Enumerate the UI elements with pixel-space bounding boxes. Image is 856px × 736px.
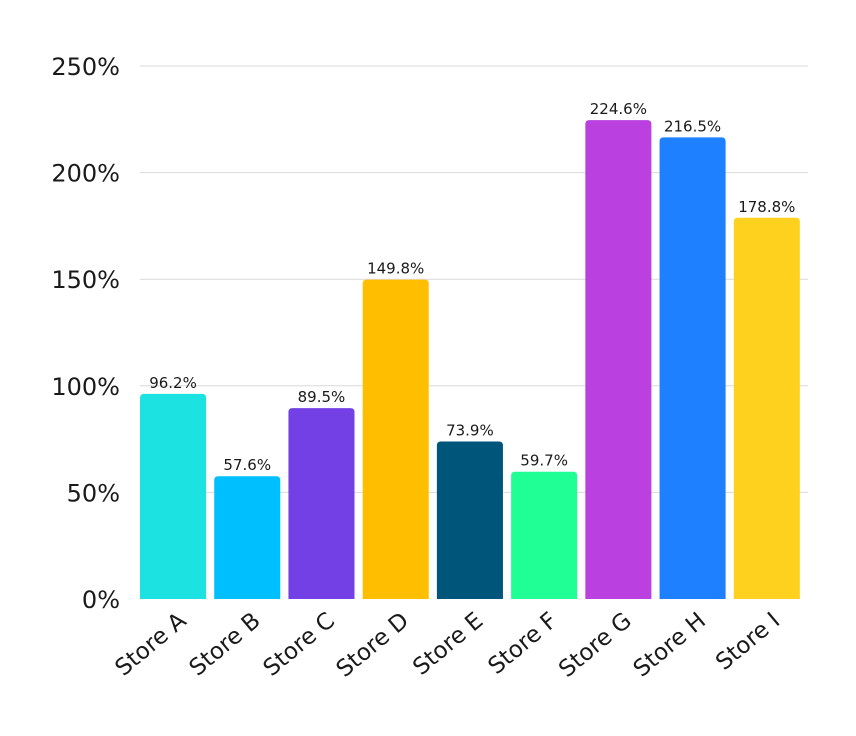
x-tick-label: Store I	[711, 608, 785, 676]
y-tick-label: 50%	[67, 479, 120, 507]
y-tick-label: 250%	[51, 53, 120, 81]
bar-store-h	[659, 137, 726, 599]
bar-store-c	[288, 408, 355, 599]
bar-store-d	[362, 279, 429, 599]
y-tick-label: 100%	[51, 373, 120, 401]
data-label: 59.7%	[520, 452, 568, 470]
y-tick-label: 200%	[51, 160, 120, 188]
x-tick-label: Store H	[629, 608, 711, 683]
x-tick-label: Store G	[554, 608, 637, 683]
bar-store-f	[511, 471, 578, 599]
data-label: 224.6%	[590, 100, 647, 118]
data-label: 149.8%	[367, 260, 424, 278]
x-tick-label: Store C	[259, 608, 340, 682]
y-tick-label: 150%	[51, 266, 120, 294]
data-labels: 96.2% 57.6% 89.5% 149.8% 73.9% 59.7% 224.6% 216…	[149, 100, 795, 474]
x-tick-label: Store B	[185, 608, 266, 682]
bar-store-a	[140, 393, 207, 599]
data-label: 73.9%	[446, 421, 494, 439]
y-axis-ticks: 0% 50% 100% 150% 200% 250%	[51, 53, 120, 614]
data-label: 216.5%	[664, 117, 721, 135]
bar-store-b	[214, 476, 281, 599]
bar-store-i	[733, 217, 800, 599]
y-tick-label: 0%	[82, 586, 120, 614]
bars	[140, 120, 800, 599]
x-tick-label: Store F	[484, 608, 563, 680]
x-tick-label: Store E	[408, 608, 488, 681]
bar-store-e	[436, 441, 503, 599]
x-tick-label: Store D	[332, 608, 414, 683]
x-tick-label: Store A	[110, 608, 191, 682]
data-label: 89.5%	[298, 388, 346, 406]
bar-store-g	[585, 120, 652, 599]
data-label: 96.2%	[149, 374, 197, 392]
data-label: 178.8%	[738, 198, 795, 216]
data-label: 57.6%	[223, 456, 271, 474]
